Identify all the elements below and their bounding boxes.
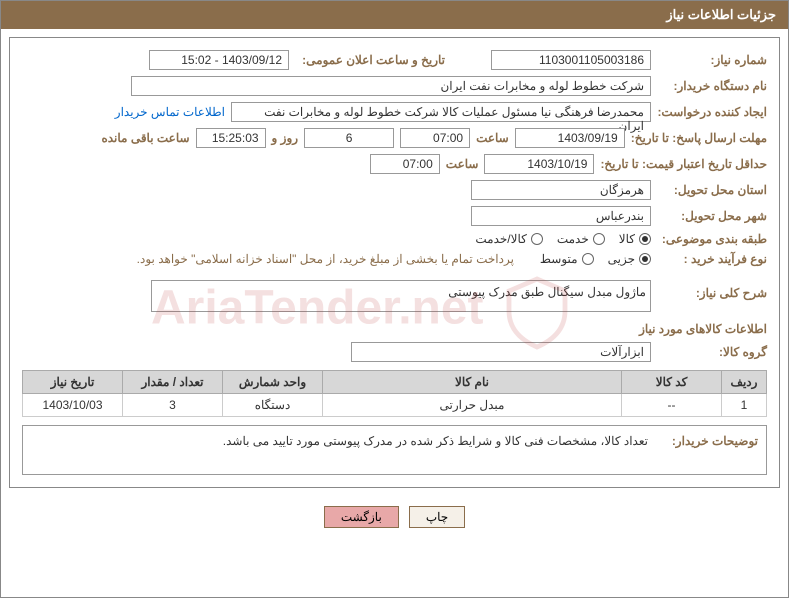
- deadline-label: مهلت ارسال پاسخ: تا تاریخ:: [631, 131, 767, 145]
- goods-table: ردیف کد کالا نام کالا واحد شمارش تعداد /…: [22, 370, 767, 417]
- form-area: شماره نیاز: 1103001105003186 تاریخ و ساع…: [9, 37, 780, 488]
- deadline-date-field: 1403/09/19: [515, 128, 625, 148]
- buyer-notes-label: توضیحات خریدار:: [658, 434, 758, 466]
- announce-date-field: 1403/09/12 - 15:02: [149, 50, 289, 70]
- cell-need-date: 1403/10/03: [23, 394, 123, 417]
- radio-dot-icon: [639, 253, 651, 265]
- th-name: نام کالا: [323, 371, 622, 394]
- buyer-notes-box: توضیحات خریدار: تعداد کالا، مشخصات فنی ک…: [22, 425, 767, 475]
- province-label: استان محل تحویل:: [657, 183, 767, 197]
- cell-qty: 3: [123, 394, 223, 417]
- time-label-1: ساعت: [476, 131, 509, 145]
- button-row: چاپ بازگشت: [1, 496, 788, 538]
- radio-both[interactable]: کالا/خدمت: [475, 232, 542, 246]
- days-remaining-field: 6: [304, 128, 394, 148]
- cell-unit: دستگاه: [223, 394, 323, 417]
- radio-medium-label: متوسط: [540, 252, 578, 266]
- table-row: 1 -- مبدل حرارتی دستگاه 3 1403/10/03: [23, 394, 767, 417]
- radio-dot-icon: [531, 233, 543, 245]
- goods-info-title: اطلاعات کالاهای مورد نیاز: [22, 322, 767, 336]
- requester-field: محمدرضا فرهنگی نیا مسئول عملیات کالا شرک…: [231, 102, 651, 122]
- general-desc-field: ماژول مبدل سیگنال طبق مدرک پیوستی: [151, 280, 651, 312]
- need-number-label: شماره نیاز:: [657, 53, 767, 67]
- th-need-date: تاریخ نیاز: [23, 371, 123, 394]
- province-field: هرمزگان: [471, 180, 651, 200]
- buyer-org-label: نام دستگاه خریدار:: [657, 79, 767, 93]
- th-row: ردیف: [722, 371, 767, 394]
- general-desc-label: شرح کلی نیاز:: [657, 286, 767, 300]
- radio-goods-label: کالا: [619, 232, 635, 246]
- radio-partial-label: جزیی: [608, 252, 635, 266]
- process-label: نوع فرآیند خرید :: [657, 252, 767, 266]
- radio-dot-icon: [593, 233, 605, 245]
- time-label-2: ساعت: [446, 157, 479, 171]
- back-button[interactable]: بازگشت: [324, 506, 399, 528]
- radio-goods[interactable]: کالا: [619, 232, 651, 246]
- panel-title: جزئیات اطلاعات نیاز: [666, 7, 776, 22]
- countdown-field: 15:25:03: [196, 128, 266, 148]
- days-after-label: روز و: [272, 131, 299, 145]
- requester-label: ایجاد کننده درخواست:: [657, 105, 767, 119]
- category-label: طبقه بندی موضوعی:: [657, 232, 767, 246]
- radio-both-label: کالا/خدمت: [475, 232, 526, 246]
- city-label: شهر محل تحویل:: [657, 209, 767, 223]
- cell-code: --: [622, 394, 722, 417]
- city-field: بندرعباس: [471, 206, 651, 226]
- print-button[interactable]: چاپ: [409, 506, 465, 528]
- validity-time-field: 07:00: [370, 154, 440, 174]
- cell-name: مبدل حرارتی: [323, 394, 622, 417]
- goods-group-label: گروه کالا:: [657, 345, 767, 359]
- radio-medium[interactable]: متوسط: [540, 252, 594, 266]
- buyer-notes-text: تعداد کالا، مشخصات فنی کالا و شرایط ذکر …: [223, 434, 648, 466]
- th-code: کد کالا: [622, 371, 722, 394]
- category-radio-group: کالا خدمت کالا/خدمت: [475, 232, 651, 246]
- radio-dot-icon: [639, 233, 651, 245]
- radio-service-label: خدمت: [557, 232, 589, 246]
- validity-date-field: 1403/10/19: [484, 154, 594, 174]
- process-radio-group: جزیی متوسط: [540, 252, 651, 266]
- payment-note: پرداخت تمام یا بخشی از مبلغ خرید، از محل…: [137, 252, 514, 266]
- th-unit: واحد شمارش: [223, 371, 323, 394]
- radio-service[interactable]: خدمت: [557, 232, 605, 246]
- buyer-contact-link[interactable]: اطلاعات تماس خریدار: [115, 105, 225, 119]
- radio-partial[interactable]: جزیی: [608, 252, 651, 266]
- th-qty: تعداد / مقدار: [123, 371, 223, 394]
- buyer-org-field: شرکت خطوط لوله و مخابرات نفت ایران: [131, 76, 651, 96]
- announce-date-label: تاریخ و ساعت اعلان عمومی:: [295, 53, 445, 67]
- radio-dot-icon: [582, 253, 594, 265]
- panel-header: جزئیات اطلاعات نیاز: [1, 1, 788, 29]
- deadline-time-field: 07:00: [400, 128, 470, 148]
- remaining-label: ساعت باقی مانده: [101, 131, 189, 145]
- need-number-field: 1103001105003186: [491, 50, 651, 70]
- goods-group-field: ابزارآلات: [351, 342, 651, 362]
- validity-label: حداقل تاریخ اعتبار قیمت: تا تاریخ:: [600, 157, 767, 171]
- cell-row: 1: [722, 394, 767, 417]
